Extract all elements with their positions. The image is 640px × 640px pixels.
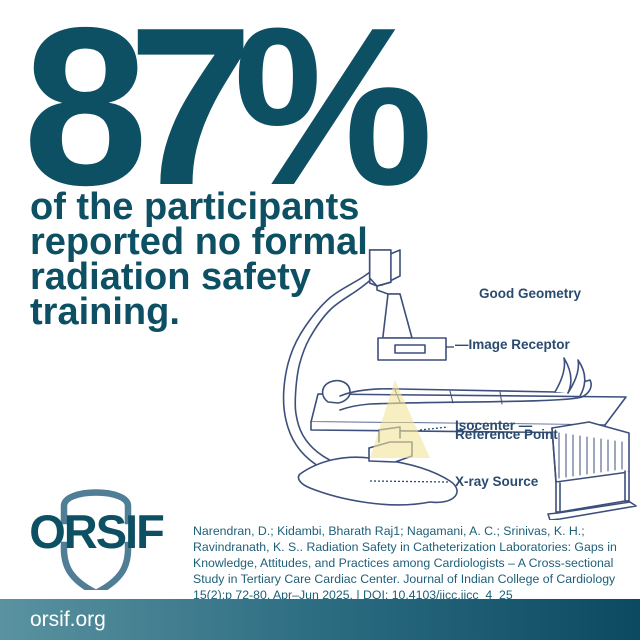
svg-text:Good Geometry: Good Geometry: [479, 286, 582, 301]
svg-text:ORSIF: ORSIF: [29, 505, 163, 558]
svg-text:Reference Point: Reference Point: [455, 427, 558, 442]
svg-text:—Image Receptor: —Image Receptor: [455, 337, 571, 352]
svg-text:X-ray Source: X-ray Source: [455, 474, 539, 489]
